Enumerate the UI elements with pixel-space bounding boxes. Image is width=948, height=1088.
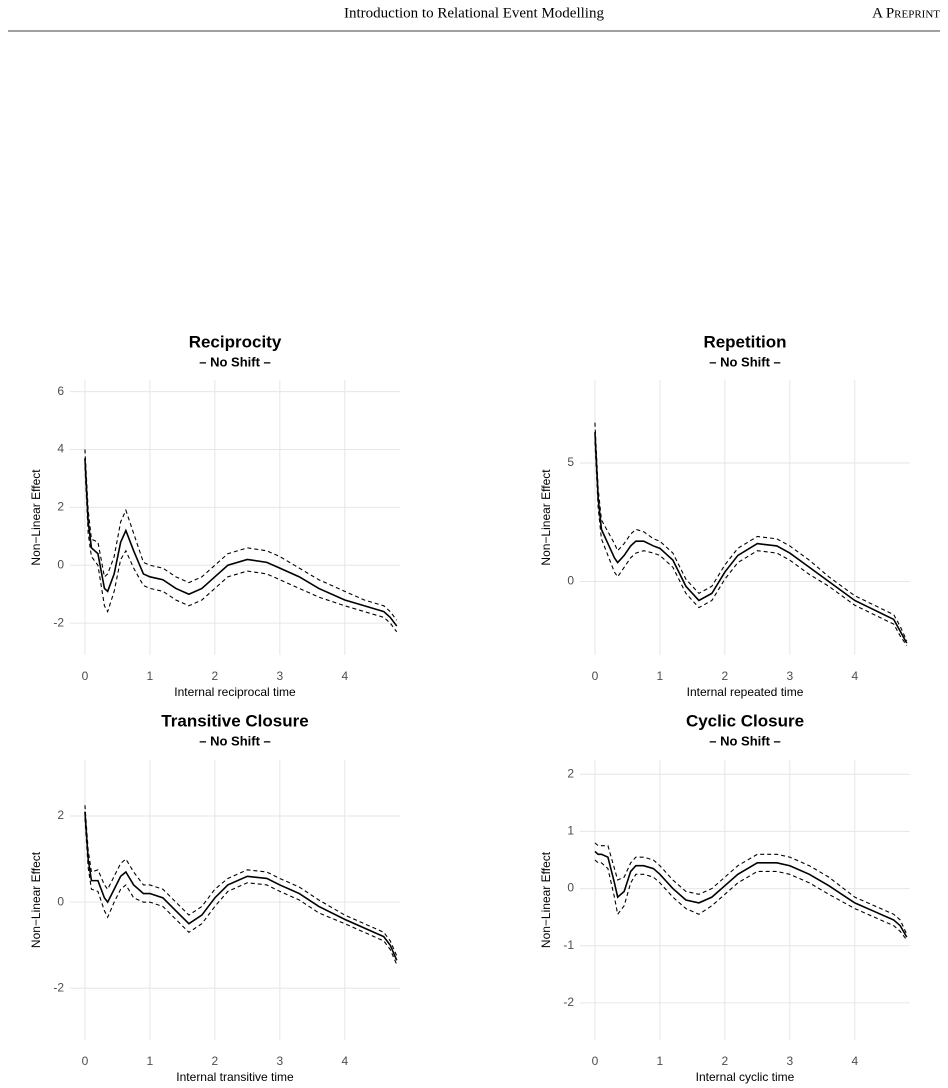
y-tick-label: 4 <box>57 442 64 456</box>
y-tick-label: 2 <box>57 500 64 514</box>
x-tick-label: 0 <box>82 1054 89 1068</box>
x-axis-label: Internal transitive time <box>176 1070 294 1084</box>
x-tick-label: 1 <box>657 669 664 683</box>
y-tick-label: 1 <box>567 824 574 838</box>
line-series <box>594 441 908 646</box>
line-series <box>594 422 908 642</box>
chart-title: Reciprocity <box>189 332 282 351</box>
x-tick-label: 1 <box>147 669 154 683</box>
y-tick-label: 5 <box>567 455 574 469</box>
y-axis-label: Non−Linear Effect <box>539 851 553 948</box>
x-tick-label: 0 <box>592 1054 599 1068</box>
chart-subtitle: – No Shift – <box>709 733 781 748</box>
x-tick-label: 4 <box>341 669 348 683</box>
line-series <box>84 449 398 621</box>
line-series <box>594 842 908 935</box>
x-tick-label: 2 <box>722 669 729 683</box>
y-tick-label: -1 <box>563 938 574 952</box>
x-axis-label: Internal cyclic time <box>696 1070 795 1084</box>
chart-subtitle: – No Shift – <box>709 354 781 369</box>
line-series <box>594 432 908 644</box>
chart-subtitle: – No Shift – <box>199 733 271 748</box>
line-series <box>594 850 908 938</box>
y-tick-label: -2 <box>53 615 64 629</box>
line-series <box>594 859 908 941</box>
line-series <box>84 458 398 627</box>
y-tick-label: -2 <box>563 995 574 1009</box>
line-series <box>84 466 398 633</box>
x-tick-label: 3 <box>786 669 793 683</box>
x-tick-label: 4 <box>851 1054 858 1068</box>
chart-title: Cyclic Closure <box>686 711 804 730</box>
y-tick-label: 2 <box>57 808 64 822</box>
x-tick-label: 3 <box>276 669 283 683</box>
x-tick-label: 0 <box>592 669 599 683</box>
x-tick-label: 4 <box>341 1054 348 1068</box>
x-tick-label: 3 <box>786 1054 793 1068</box>
x-tick-label: 2 <box>212 669 219 683</box>
x-axis-label: Internal reciprocal time <box>174 685 296 699</box>
x-tick-label: 1 <box>657 1054 664 1068</box>
y-tick-label: 6 <box>57 384 64 398</box>
y-tick-label: 2 <box>567 766 574 780</box>
x-tick-label: 2 <box>212 1054 219 1068</box>
chart-subtitle: – No Shift – <box>199 354 271 369</box>
x-axis-label: Internal repeated time <box>687 685 804 699</box>
line-series <box>84 811 398 961</box>
running-title: Introduction to Relational Event Modelli… <box>344 5 604 21</box>
line-series <box>84 805 398 957</box>
x-tick-label: 2 <box>722 1054 729 1068</box>
y-tick-label: 0 <box>57 894 64 908</box>
x-tick-label: 0 <box>82 669 89 683</box>
y-tick-label: 0 <box>567 574 574 588</box>
preprint-label: A Preprint <box>872 5 940 21</box>
chart-title: Repetition <box>703 332 786 351</box>
chart-title: Transitive Closure <box>161 711 308 730</box>
line-series <box>84 818 398 965</box>
y-tick-label: 0 <box>567 881 574 895</box>
y-tick-label: 0 <box>57 557 64 571</box>
x-tick-label: 3 <box>276 1054 283 1068</box>
x-tick-label: 1 <box>147 1054 154 1068</box>
y-axis-label: Non−Linear Effect <box>539 469 553 566</box>
y-tick-label: -2 <box>53 980 64 994</box>
y-axis-label: Non−Linear Effect <box>29 469 43 566</box>
x-tick-label: 4 <box>851 669 858 683</box>
y-axis-label: Non−Linear Effect <box>29 851 43 948</box>
